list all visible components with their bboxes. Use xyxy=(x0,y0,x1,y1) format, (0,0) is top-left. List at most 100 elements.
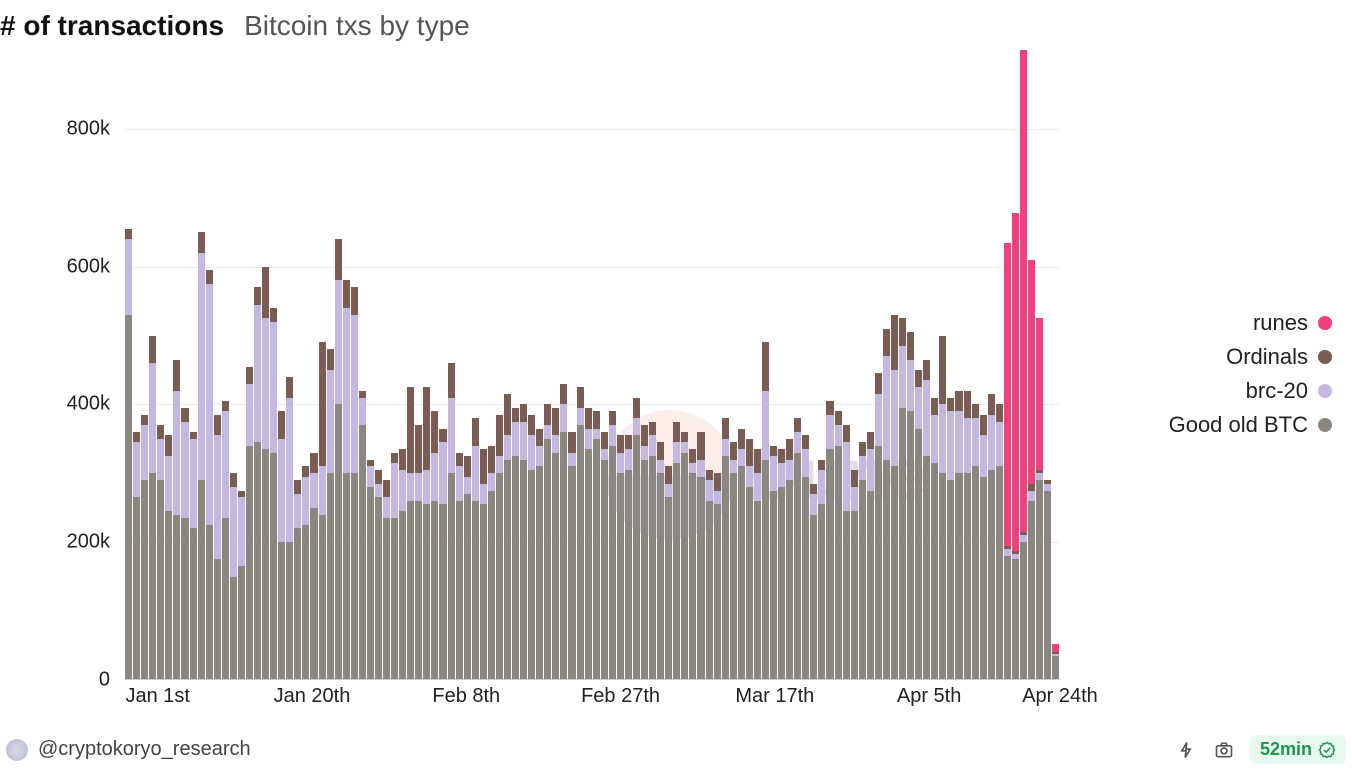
bar-column[interactable] xyxy=(867,432,874,680)
bar-column[interactable] xyxy=(585,408,592,680)
bar-column[interactable] xyxy=(947,398,954,680)
bar-column[interactable] xyxy=(875,373,882,680)
bar-column[interactable] xyxy=(770,446,777,680)
bar-column[interactable] xyxy=(826,401,833,680)
bar-column[interactable] xyxy=(278,411,285,680)
refresh-badge[interactable]: 52min xyxy=(1250,735,1346,764)
bar-column[interactable] xyxy=(891,315,898,680)
bar-column[interactable] xyxy=(512,408,519,680)
bar-column[interactable] xyxy=(706,470,713,680)
legend-item[interactable]: brc-20 xyxy=(1246,378,1332,404)
bar-column[interactable] xyxy=(633,398,640,680)
bar-column[interactable] xyxy=(617,435,624,680)
bar-column[interactable] xyxy=(577,387,584,680)
bar-column[interactable] xyxy=(238,491,245,680)
bar-column[interactable] xyxy=(383,480,390,680)
bar-column[interactable] xyxy=(883,329,890,680)
bar-column[interactable] xyxy=(996,404,1003,680)
bar-column[interactable] xyxy=(972,404,979,680)
bar-column[interactable] xyxy=(173,360,180,680)
legend-item[interactable]: Good old BTC xyxy=(1169,412,1332,438)
bar-column[interactable] xyxy=(931,398,938,680)
api-icon[interactable] xyxy=(1174,738,1198,762)
bar-column[interactable] xyxy=(439,429,446,680)
bar-column[interactable] xyxy=(907,332,914,680)
bar-column[interactable] xyxy=(399,449,406,680)
bar-column[interactable] xyxy=(802,435,809,680)
bar-column[interactable] xyxy=(649,422,656,680)
bar-column[interactable] xyxy=(859,442,866,680)
bar-column[interactable] xyxy=(1052,644,1059,680)
bar-column[interactable] xyxy=(697,432,704,680)
bar-column[interactable] xyxy=(1028,260,1035,680)
bar-column[interactable] xyxy=(754,449,761,680)
author-handle[interactable]: @cryptokoryo_research xyxy=(38,738,251,761)
bar-column[interactable] xyxy=(254,287,261,680)
bar-column[interactable] xyxy=(835,411,842,680)
bar-column[interactable] xyxy=(593,411,600,680)
bar-column[interactable] xyxy=(964,391,971,680)
bar-column[interactable] xyxy=(407,387,414,680)
bar-column[interactable] xyxy=(544,404,551,680)
bar-column[interactable] xyxy=(141,415,148,680)
bar-column[interactable] xyxy=(391,453,398,680)
bar-column[interactable] xyxy=(730,442,737,680)
bar-column[interactable] xyxy=(270,308,277,680)
bar-column[interactable] xyxy=(762,342,769,680)
bar-column[interactable] xyxy=(810,484,817,680)
bar-column[interactable] xyxy=(722,418,729,680)
bar-column[interactable] xyxy=(230,473,237,680)
bar-column[interactable] xyxy=(472,418,479,680)
bar-column[interactable] xyxy=(609,411,616,680)
bar-column[interactable] xyxy=(818,460,825,680)
bar-column[interactable] xyxy=(415,425,422,680)
bar-column[interactable] xyxy=(625,435,632,680)
bar-column[interactable] xyxy=(980,415,987,680)
bar-column[interactable] xyxy=(1020,50,1027,680)
bar-column[interactable] xyxy=(1012,213,1019,680)
bar-column[interactable] xyxy=(181,408,188,680)
bar-column[interactable] xyxy=(601,432,608,680)
bar-column[interactable] xyxy=(681,432,688,680)
bar-column[interactable] xyxy=(125,229,132,680)
bar-column[interactable] xyxy=(149,336,156,680)
bar-column[interactable] xyxy=(794,418,801,680)
bar-column[interactable] xyxy=(689,449,696,680)
bar-column[interactable] xyxy=(206,270,213,680)
bar-column[interactable] xyxy=(714,473,721,680)
bar-column[interactable] xyxy=(899,318,906,680)
bar-column[interactable] xyxy=(246,367,253,680)
bar-column[interactable] xyxy=(641,425,648,680)
bar-column[interactable] xyxy=(456,453,463,680)
bar-column[interactable] xyxy=(1036,318,1043,680)
bar-column[interactable] xyxy=(988,394,995,680)
bar-column[interactable] xyxy=(351,287,358,680)
bar-column[interactable] xyxy=(673,422,680,680)
bar-column[interactable] xyxy=(520,404,527,680)
camera-icon[interactable] xyxy=(1212,738,1236,762)
bar-column[interactable] xyxy=(496,415,503,680)
bar-column[interactable] xyxy=(843,425,850,680)
bar-column[interactable] xyxy=(319,342,326,680)
bar-column[interactable] xyxy=(480,449,487,680)
bar-column[interactable] xyxy=(423,387,430,680)
bar-column[interactable] xyxy=(1044,480,1051,680)
bar-column[interactable] xyxy=(214,415,221,680)
legend-item[interactable]: runes xyxy=(1253,310,1332,336)
bar-column[interactable] xyxy=(359,391,366,680)
bar-column[interactable] xyxy=(198,232,205,680)
bar-column[interactable] xyxy=(528,415,535,680)
bar-column[interactable] xyxy=(851,470,858,680)
bar-column[interactable] xyxy=(431,411,438,680)
bar-column[interactable] xyxy=(294,480,301,680)
bar-column[interactable] xyxy=(536,429,543,680)
legend-item[interactable]: Ordinals xyxy=(1226,344,1332,370)
bar-column[interactable] xyxy=(190,432,197,680)
bar-column[interactable] xyxy=(133,432,140,680)
bar-column[interactable] xyxy=(786,439,793,680)
bar-column[interactable] xyxy=(464,456,471,680)
bar-column[interactable] xyxy=(552,408,559,680)
bar-column[interactable] xyxy=(335,239,342,680)
bar-column[interactable] xyxy=(665,466,672,680)
bar-column[interactable] xyxy=(367,460,374,680)
